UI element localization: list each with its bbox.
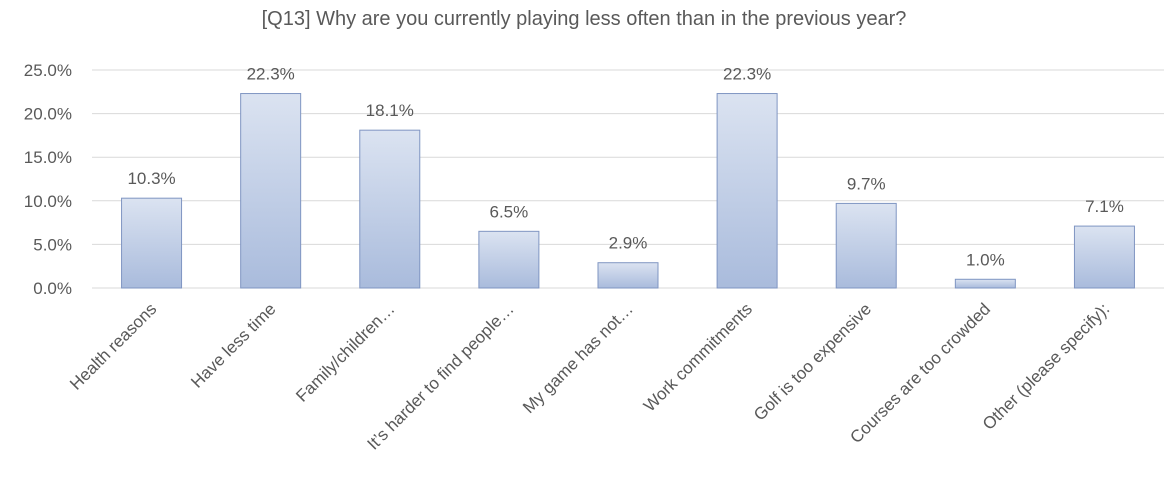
bar [359,129,421,289]
y-tick-label: 10.0% [24,192,72,211]
x-tick-label: Courses are too crowded [846,299,994,447]
x-tick-label: Golf is too expensive [750,299,875,424]
data-label: 7.1% [1085,197,1124,216]
x-tick-label: Have less time [187,299,279,391]
bar [597,262,659,289]
bar [835,202,897,289]
data-label: 6.5% [490,202,529,221]
y-tick-label: 20.0% [24,105,72,124]
x-tick-label: Work commitments [640,299,756,415]
x-tick-label: Health reasons [66,299,160,393]
data-label: 22.3% [247,65,295,84]
bar [954,278,1016,289]
bar [478,230,540,289]
y-tick-label: 0.0% [33,279,72,298]
y-tick-label: 25.0% [24,61,72,80]
bar [121,197,183,289]
y-tick-label: 15.0% [24,148,72,167]
bar [1073,225,1135,289]
data-label: 1.0% [966,250,1005,269]
chart-title: [Q13] Why are you currently playing less… [261,8,907,30]
bar [716,93,778,289]
bar [240,93,302,289]
x-tick-label: My game has not… [519,299,637,417]
y-tick-label: 5.0% [33,235,72,254]
data-label: 9.7% [847,174,886,193]
data-label: 10.3% [127,169,175,188]
x-tick-label: Family/children… [292,299,398,405]
data-label: 18.1% [366,101,414,120]
data-label: 2.9% [609,234,648,253]
x-tick-label: Other (please specify): [979,299,1113,433]
data-label: 22.3% [723,65,771,84]
